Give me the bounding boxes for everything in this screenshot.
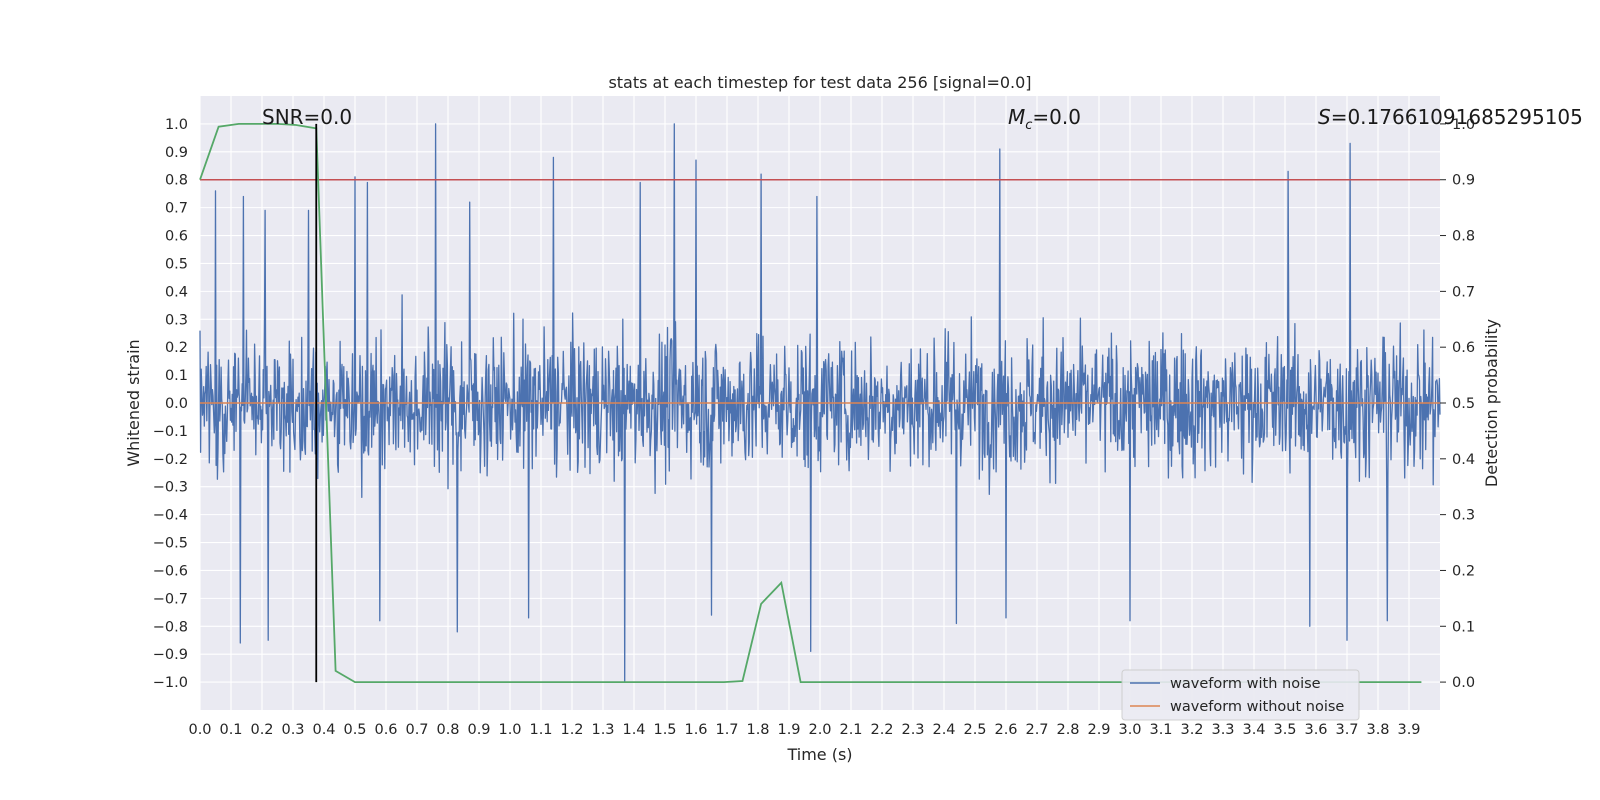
x-tick-label: 3.9 — [1397, 722, 1420, 738]
y-tick-label: 0.9 — [165, 145, 188, 161]
x-tick-label: 3.1 — [1149, 722, 1172, 738]
x-tick-label: 1.0 — [498, 722, 521, 738]
x-tick-label: 2.1 — [839, 722, 862, 738]
y-tick-label: 0.2 — [165, 340, 188, 356]
annotation-statistic: S=0.17661091685295105 — [1318, 105, 1583, 129]
y2-tick-label: 0.9 — [1452, 173, 1475, 189]
y-tick-label: −0.3 — [153, 480, 188, 496]
y-tick-label: −0.7 — [153, 591, 188, 607]
x-tick-label: 0.9 — [467, 722, 490, 738]
x-tick-label: 3.3 — [1211, 722, 1234, 738]
y-ticks: 1.0 0.9 0.8 0.7 0.6 0.5 0.4 0.3 0.2 0.1 0.0 −0.1 −0.… — [153, 117, 188, 691]
x-tick-label: 2.7 — [1025, 722, 1048, 738]
y-tick-label: 0.0 — [165, 396, 188, 412]
y-tick-label: 1.0 — [165, 117, 188, 133]
y2-tick-label: 0.3 — [1452, 508, 1475, 524]
x-tick-label: 1.8 — [746, 722, 769, 738]
legend: waveform with noise waveform without noi… — [1121, 669, 1360, 721]
annotation-statistic-value: =0.17661091685295105 — [1331, 105, 1583, 129]
y2-tick-label: 0.1 — [1452, 619, 1475, 635]
x-tick-label: 1.4 — [622, 722, 645, 738]
annotation-chirp-mass-symbol: M — [1008, 105, 1025, 129]
x-tick-label: 2.3 — [901, 722, 924, 738]
annotation-statistic-symbol: S — [1318, 105, 1331, 129]
y2-tick-label: 0.5 — [1452, 396, 1475, 412]
x-tick-label: 1.9 — [777, 722, 800, 738]
annotation-chirp-mass-value: =0.0 — [1032, 105, 1081, 129]
y-tick-label: −0.4 — [153, 508, 188, 524]
x-tick-label: 3.4 — [1242, 722, 1265, 738]
y-tick-label: −0.6 — [153, 563, 188, 579]
x-tick-label: 1.7 — [715, 722, 738, 738]
y-tick-label: 0.7 — [165, 201, 188, 217]
x-tick-label: 3.2 — [1180, 722, 1203, 738]
x-tick-label: 3.5 — [1273, 722, 1296, 738]
legend-label-clean: waveform without noise — [1170, 699, 1344, 715]
x-tick-label: 0.6 — [374, 722, 397, 738]
x-tick-label: 0.3 — [281, 722, 304, 738]
x-tick-label: 3.8 — [1366, 722, 1389, 738]
y2-tick-label: 0.8 — [1452, 229, 1475, 245]
y2-tick-label: 0.2 — [1452, 563, 1475, 579]
x-tick-label: 2.2 — [870, 722, 893, 738]
y2-tick-label: 0.4 — [1452, 452, 1475, 468]
y-tick-label: 0.6 — [165, 229, 188, 245]
annotation-chirp-mass: Mc=0.0 — [1008, 105, 1081, 133]
legend-box — [1121, 669, 1360, 721]
x-tick-label: 2.8 — [1056, 722, 1079, 738]
y-tick-label: 0.4 — [165, 284, 188, 300]
x-tick-label: 0.4 — [312, 722, 335, 738]
x-tick-label: 1.1 — [529, 722, 552, 738]
chart-title: stats at each timestep for test data 256… — [608, 73, 1031, 92]
x-tick-label: 0.1 — [219, 722, 242, 738]
x-tick-label: 2.0 — [808, 722, 831, 738]
x-tick-label: 1.3 — [591, 722, 614, 738]
x-tick-label: 1.5 — [653, 722, 676, 738]
x-tick-label: 0.0 — [188, 722, 211, 738]
y-axis-label: Whitened strain — [124, 339, 143, 466]
y-tick-label: −0.2 — [153, 452, 188, 468]
y2-tick-label: 0.0 — [1452, 675, 1475, 691]
x-tick-label: 2.9 — [1087, 722, 1110, 738]
x-tick-label: 2.5 — [963, 722, 986, 738]
y2-tick-label: 0.7 — [1452, 284, 1475, 300]
y-tick-label: −0.9 — [153, 647, 188, 663]
x-tick-label: 2.4 — [932, 722, 955, 738]
y-tick-label: 0.5 — [165, 256, 188, 272]
y-tick-label: −1.0 — [153, 675, 188, 691]
y2-ticks: 1.0 0.9 0.8 0.7 0.6 0.5 0.4 0.3 0.2 0.1 0.0 — [1440, 117, 1475, 691]
y-tick-label: −0.1 — [153, 424, 188, 440]
x-axis-label: Time (s) — [786, 745, 852, 764]
y-tick-label: 0.8 — [165, 173, 188, 189]
y2-tick-label: 0.6 — [1452, 340, 1475, 356]
series-waveform-with-noise — [199, 123, 1441, 683]
x-tick-label: 3.0 — [1118, 722, 1141, 738]
x-tick-label: 0.2 — [250, 722, 273, 738]
x-tick-label: 1.6 — [684, 722, 707, 738]
x-tick-label: 3.6 — [1304, 722, 1327, 738]
y-tick-label: −0.5 — [153, 536, 188, 552]
x-tick-label: 2.6 — [994, 722, 1017, 738]
annotation-chirp-mass-sub: c — [1025, 118, 1032, 133]
y-tick-label: 0.1 — [165, 368, 188, 384]
annotation-snr: SNR=0.0 — [262, 105, 352, 129]
x-tick-label: 1.2 — [560, 722, 583, 738]
x-tick-label: 0.8 — [436, 722, 459, 738]
y2-axis-label: Detection probability — [1482, 319, 1501, 487]
x-tick-label: 0.7 — [405, 722, 428, 738]
y2-tick-label: 1.0 — [1452, 117, 1475, 133]
series-layer — [199, 123, 1441, 683]
legend-label-noise: waveform with noise — [1170, 676, 1321, 692]
x-ticks: 0.0 0.1 0.2 0.3 0.4 0.5 0.6 0.7 0.8 0.9 1.0 1.1 1.2 1… — [188, 722, 1420, 738]
x-tick-label: 0.5 — [343, 722, 366, 738]
y-tick-label: −0.8 — [153, 619, 188, 635]
y-tick-label: 0.3 — [165, 312, 188, 328]
x-tick-label: 3.7 — [1335, 722, 1358, 738]
